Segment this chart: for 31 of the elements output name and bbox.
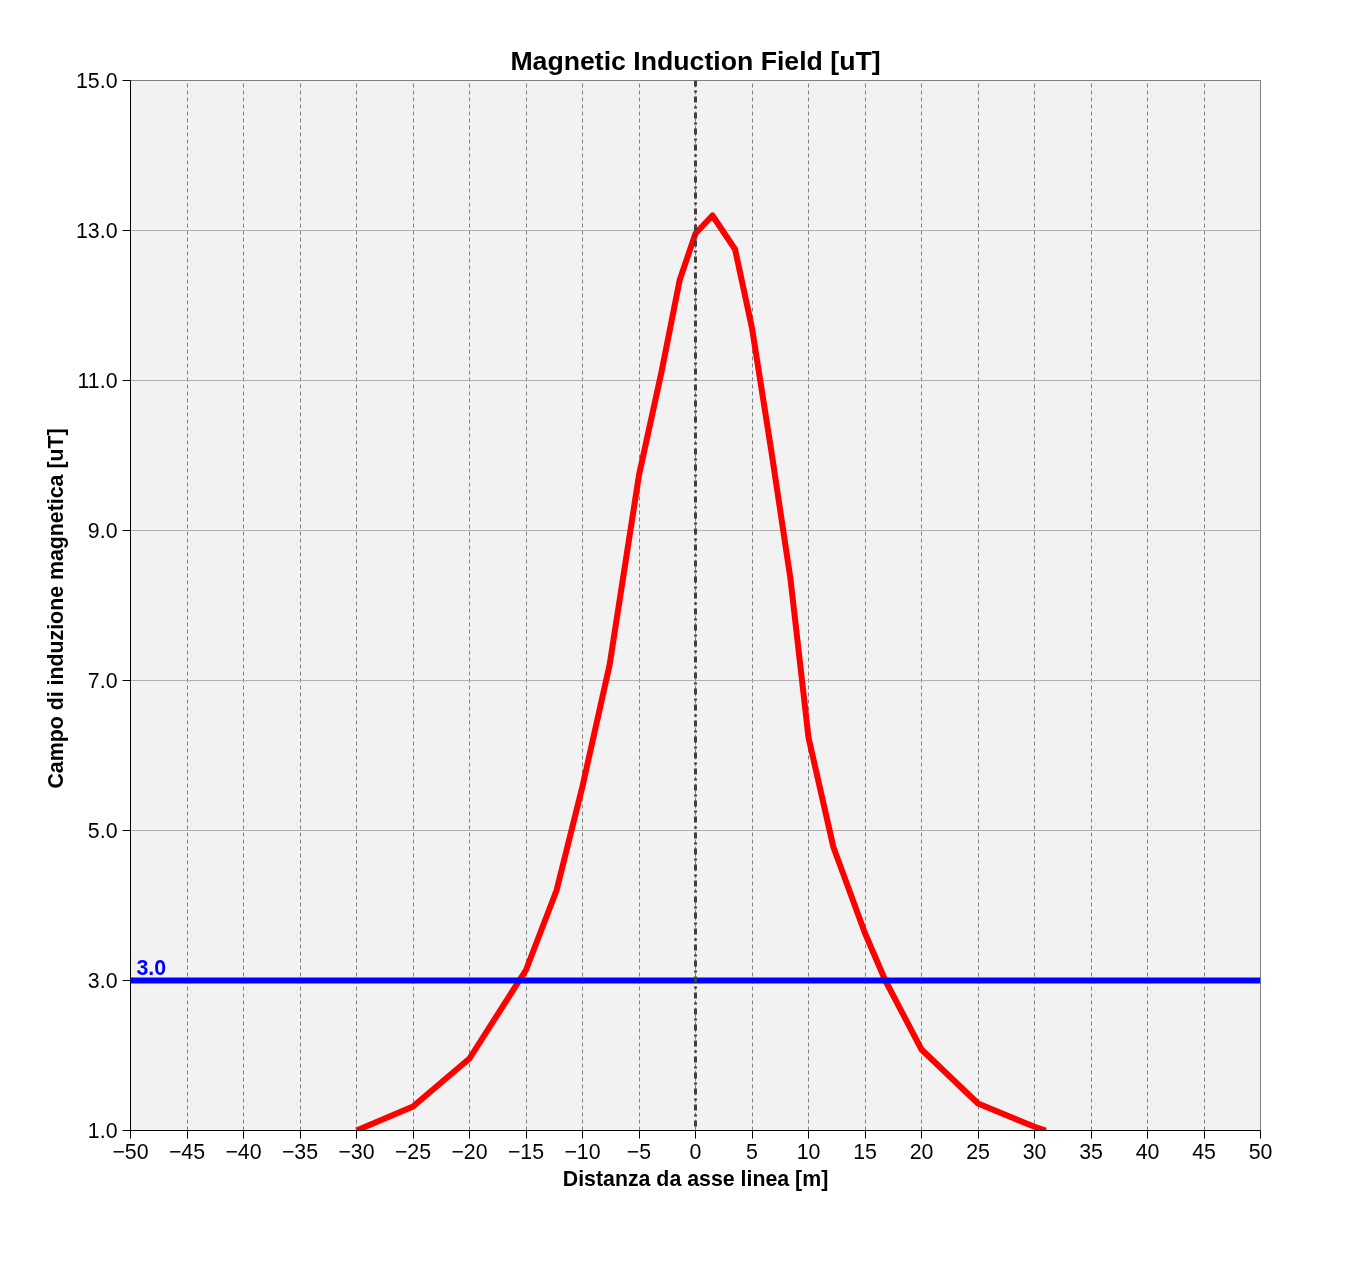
x-tick-label: 40: [1135, 1139, 1160, 1164]
x-tick-label: 20: [909, 1139, 934, 1164]
x-tick-label: 50: [1248, 1139, 1273, 1164]
x-tick-label: −30: [338, 1139, 375, 1164]
x-tick-label: −45: [168, 1139, 206, 1164]
x-tick-label: −40: [225, 1139, 262, 1164]
x-tick-label: −35: [281, 1139, 319, 1164]
x-tick-label: 15: [853, 1139, 877, 1164]
x-tick-label: −15: [507, 1139, 545, 1164]
x-axis-title: Distanza da asse linea [m]: [562, 1166, 829, 1191]
y-tick-label: 5.0: [87, 819, 118, 843]
x-tick-label: 30: [1022, 1139, 1047, 1164]
x-tick-label: 0: [689, 1139, 702, 1164]
x-tick-label: 25: [966, 1139, 990, 1164]
x-tick-label: 5: [746, 1139, 758, 1164]
y-axis-title: Campo di induzione magnetica [uT]: [43, 428, 68, 789]
x-tick-label: −5: [626, 1139, 652, 1164]
y-tick-label: 11.0: [77, 369, 118, 393]
x-tick-label: 45: [1192, 1139, 1216, 1164]
y-tick-label: 3.0: [87, 969, 118, 993]
x-tick-label: −20: [451, 1139, 488, 1164]
y-tick-label: 7.0: [87, 669, 118, 693]
ref-line-label: 3.0: [136, 955, 167, 980]
y-tick-label: 9.0: [87, 519, 118, 543]
x-tick-label: −25: [394, 1139, 432, 1164]
y-tick-label: 13.0: [75, 219, 118, 243]
x-tick-label: −10: [564, 1139, 601, 1164]
x-tick-label: 10: [796, 1139, 821, 1164]
chart-title: Magnetic Induction Field [uT]: [510, 45, 881, 76]
y-tick-label: 15.0: [75, 69, 118, 93]
x-tick-label: 35: [1079, 1139, 1103, 1164]
